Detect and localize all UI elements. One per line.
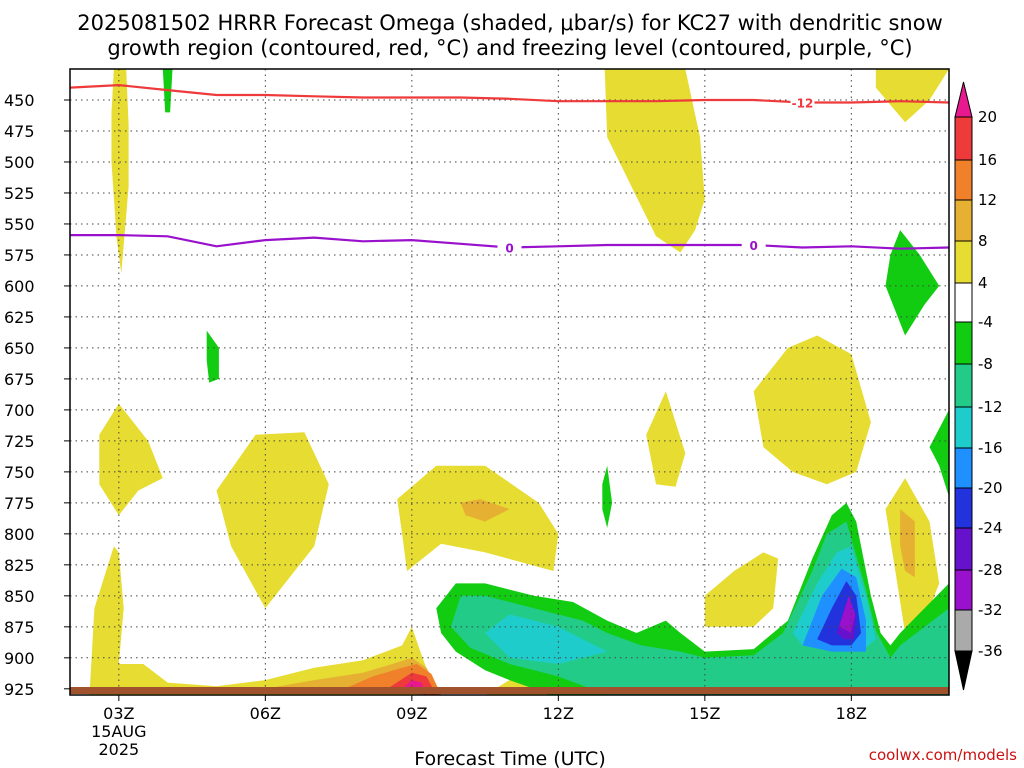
ytick-label-825: 825 bbox=[4, 556, 35, 575]
ytick-label-450: 450 bbox=[4, 91, 35, 110]
colorbar-label--32: -32 bbox=[978, 601, 1003, 619]
x-axis-label: Forecast Time (UTC) bbox=[414, 748, 605, 768]
xtick-label-18Z: 18Z bbox=[836, 704, 867, 723]
ytick-label-575: 575 bbox=[4, 246, 35, 265]
omega-region-0 bbox=[111, 69, 129, 274]
colorbar-segment-10 bbox=[954, 527, 973, 571]
omega-shaded-regions bbox=[89, 69, 949, 695]
colorbar-label--12: -12 bbox=[978, 398, 1003, 416]
ytick-label-550: 550 bbox=[4, 215, 35, 234]
colorbar-label--36: -36 bbox=[978, 642, 1003, 660]
chart-title-line1: 2025081502 HRRR Forecast Omega (shaded, … bbox=[77, 11, 943, 35]
omega-region-4 bbox=[885, 230, 940, 336]
ytick-label-525: 525 bbox=[4, 184, 35, 203]
colorbar-label--4: -4 bbox=[978, 313, 993, 331]
ytick-label-925: 925 bbox=[4, 680, 35, 699]
ytick-label-775: 775 bbox=[4, 494, 35, 513]
colorbar-segment-9 bbox=[954, 487, 973, 529]
omega-region-32 bbox=[839, 595, 856, 633]
colorbar-segment-2 bbox=[954, 199, 973, 242]
colorbar-segment-8 bbox=[954, 447, 973, 489]
xtick-label-15Z: 15Z bbox=[689, 704, 720, 723]
colorbar-top-triangle bbox=[954, 81, 973, 118]
ytick-label-725: 725 bbox=[4, 432, 35, 451]
colorbar-label--16: -16 bbox=[978, 439, 1003, 457]
colorbar-label--28: -28 bbox=[978, 561, 1003, 579]
omega-region-9 bbox=[460, 499, 510, 522]
colorbar-label-4: 4 bbox=[978, 274, 988, 292]
ytick-label-750: 750 bbox=[4, 463, 35, 482]
colorbar-label--8: -8 bbox=[978, 355, 993, 373]
ytick-label-800: 800 bbox=[4, 525, 35, 544]
colorbar-segment-0 bbox=[954, 116, 973, 161]
colorbar-bottom-triangle bbox=[954, 650, 973, 691]
ytick-label-650: 650 bbox=[4, 339, 35, 358]
omega-region-16 bbox=[929, 409, 949, 497]
ytick-label-900: 900 bbox=[4, 649, 35, 668]
contour-lines: -12 0 0 bbox=[70, 83, 949, 256]
ytick-label-475: 475 bbox=[4, 122, 35, 141]
contour-label-bg-freezing_level_0-1 bbox=[741, 237, 766, 253]
xtick-sublabel-year: 2025 bbox=[98, 740, 139, 759]
colorbar-segment-3 bbox=[954, 240, 973, 284]
ytick-label-850: 850 bbox=[4, 587, 35, 606]
chart-title-line2: growth region (contoured, red, °C) and f… bbox=[107, 36, 912, 60]
colorbar-segment-12 bbox=[954, 609, 973, 652]
ytick-label-675: 675 bbox=[4, 370, 35, 389]
colorbar-label-12: 12 bbox=[978, 191, 997, 209]
colorbar-segment-1 bbox=[954, 159, 973, 201]
contour-label-bg-freezing_level_0-0 bbox=[497, 239, 522, 255]
plot-frame bbox=[69, 68, 950, 696]
y-axis-ticks: 450 475 500 525 550 575 600 625 650 675 700 725 750 7… bbox=[4, 91, 70, 699]
colorbar-label-20: 20 bbox=[978, 108, 997, 126]
omega-region-2 bbox=[604, 69, 705, 253]
omega-region-11 bbox=[602, 465, 613, 528]
credit-text[interactable]: coolwx.com/models bbox=[869, 746, 1017, 764]
omega-region-15 bbox=[900, 509, 915, 578]
ytick-label-600: 600 bbox=[4, 277, 35, 296]
contour-label-freezing_level_0-1: 0 bbox=[749, 239, 757, 253]
xtick-label-12Z: 12Z bbox=[543, 704, 574, 723]
colorbar-segment-7 bbox=[954, 406, 973, 449]
omega-region-6 bbox=[99, 403, 163, 516]
xtick-label-09Z: 09Z bbox=[396, 704, 427, 723]
omega-region-7 bbox=[216, 432, 329, 609]
colorbar-label-8: 8 bbox=[978, 232, 988, 250]
omega-region-3 bbox=[875, 69, 949, 123]
omega-region-5 bbox=[206, 330, 219, 383]
colorbar: 20 16 12 8 4 -4 -8 -12 -16 -20 -24 -28 -32 -36 bbox=[954, 81, 1003, 691]
contour-label-dgz_minus12-0: -12 bbox=[792, 96, 814, 110]
colorbar-segment-6 bbox=[954, 363, 973, 408]
xtick-sublabel-date: 15AUG bbox=[91, 722, 146, 741]
omega-region-13 bbox=[704, 552, 779, 627]
ytick-label-700: 700 bbox=[4, 401, 35, 420]
colorbar-label--20: -20 bbox=[978, 479, 1003, 497]
ytick-label-500: 500 bbox=[4, 153, 35, 172]
colorbar-label--24: -24 bbox=[978, 519, 1003, 537]
ytick-label-625: 625 bbox=[4, 308, 35, 327]
ground-strip bbox=[70, 687, 949, 694]
ytick-label-875: 875 bbox=[4, 618, 35, 637]
colorbar-label-16: 16 bbox=[978, 151, 997, 169]
omega-region-12 bbox=[753, 335, 871, 485]
colorbar-segment-11 bbox=[954, 569, 973, 611]
colorbar-segment-5 bbox=[954, 321, 973, 365]
xtick-label-03Z: 03Z bbox=[103, 704, 134, 723]
contour-label-freezing_level_0-0: 0 bbox=[505, 242, 513, 256]
omega-region-10 bbox=[646, 391, 686, 487]
xtick-label-06Z: 06Z bbox=[250, 704, 281, 723]
contour-label-bg-dgz_minus12-0 bbox=[790, 94, 815, 110]
colorbar-segment-4 bbox=[954, 282, 973, 323]
